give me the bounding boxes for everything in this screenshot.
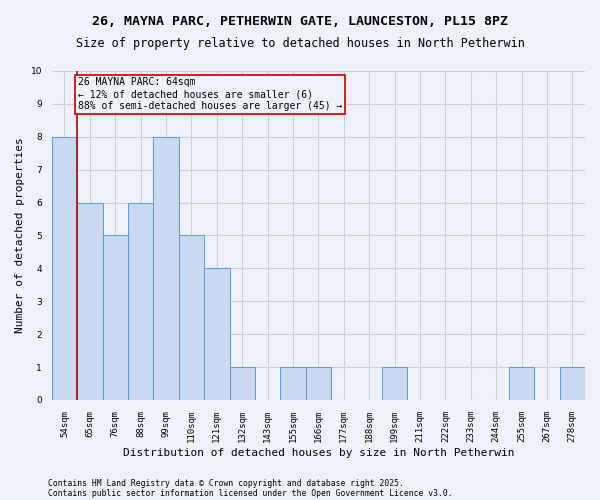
Bar (52, 137, 77, 400)
Bar (230, 367, 255, 400)
Text: Contains HM Land Registry data © Crown copyright and database right 2025.: Contains HM Land Registry data © Crown c… (48, 478, 404, 488)
Bar (103, 236, 128, 400)
Bar (77, 202, 103, 400)
Bar (560, 367, 585, 400)
Bar (179, 236, 204, 400)
Bar (382, 367, 407, 400)
Y-axis label: Number of detached properties: Number of detached properties (15, 138, 25, 334)
X-axis label: Distribution of detached houses by size in North Petherwin: Distribution of detached houses by size … (122, 448, 514, 458)
Bar (204, 268, 230, 400)
Text: Contains public sector information licensed under the Open Government Licence v3: Contains public sector information licen… (48, 488, 452, 498)
Bar (509, 367, 534, 400)
Text: 26 MAYNA PARC: 64sqm
← 12% of detached houses are smaller (6)
88% of semi-detach: 26 MAYNA PARC: 64sqm ← 12% of detached h… (77, 78, 342, 110)
Bar (128, 202, 154, 400)
Bar (305, 367, 331, 400)
Text: Size of property relative to detached houses in North Petherwin: Size of property relative to detached ho… (76, 38, 524, 51)
Bar (154, 137, 179, 400)
Bar (280, 367, 305, 400)
Text: 26, MAYNA PARC, PETHERWIN GATE, LAUNCESTON, PL15 8PZ: 26, MAYNA PARC, PETHERWIN GATE, LAUNCEST… (92, 15, 508, 28)
